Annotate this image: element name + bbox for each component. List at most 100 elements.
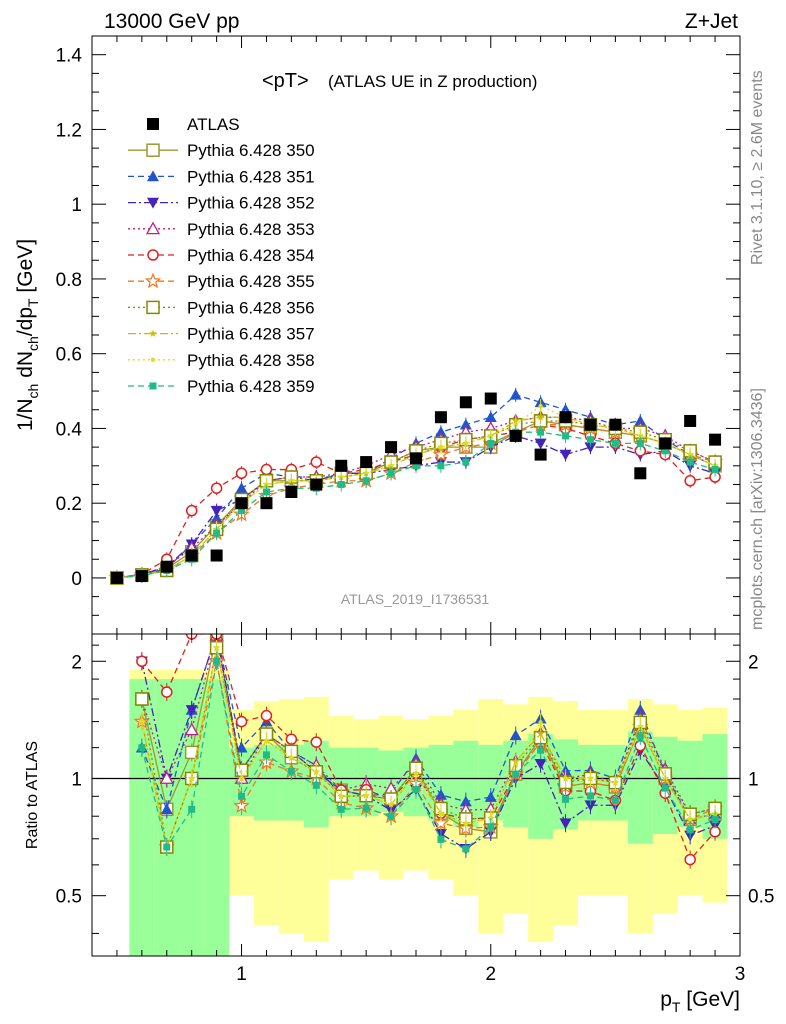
legend-marker xyxy=(147,170,159,182)
ratio-point xyxy=(138,744,146,752)
svg-text:pT [GeV]: pT [GeV] xyxy=(660,988,740,1015)
ratio-point xyxy=(287,767,295,775)
data-point xyxy=(634,467,647,480)
data-point xyxy=(684,414,697,427)
data-point xyxy=(264,482,269,487)
legend: ATLAS Pythia 6.428 350 Pythia 6.428 351 Pyt… xyxy=(128,115,315,396)
data-point xyxy=(362,477,370,485)
legend-marker xyxy=(145,221,161,235)
ratio-point xyxy=(363,793,369,798)
legend-marker xyxy=(150,357,156,362)
ratio-band-green xyxy=(204,679,230,956)
data-point xyxy=(684,475,696,487)
legend-entry: Pythia 6.428 354 xyxy=(128,246,315,265)
ratio-point xyxy=(213,657,221,665)
ratio-point xyxy=(559,818,572,830)
ratio-point xyxy=(412,785,420,793)
main-y-tick-label: 0.8 xyxy=(56,270,82,291)
data-point xyxy=(434,411,447,424)
legend-label: Pythia 6.428 359 xyxy=(187,377,315,396)
ratio-point xyxy=(163,843,171,851)
ratio-point xyxy=(139,719,145,724)
ratio-line xyxy=(141,634,716,820)
ratio-point xyxy=(562,795,570,803)
data-point xyxy=(385,441,398,454)
data-point xyxy=(438,444,444,450)
legend-marker xyxy=(147,118,159,130)
data-point xyxy=(638,433,643,439)
ratio-point xyxy=(512,770,520,778)
legend-label: Pythia 6.428 353 xyxy=(187,220,315,239)
ratio-point xyxy=(536,729,545,737)
legend-label: Pythia 6.428 350 xyxy=(187,141,315,160)
data-point xyxy=(559,411,572,424)
legend-label: Pythia 6.428 358 xyxy=(187,351,315,370)
ratio-point xyxy=(661,784,669,792)
legend-label: Pythia 6.428 352 xyxy=(187,194,315,213)
ratio-point xyxy=(185,705,198,716)
ratio-point xyxy=(388,802,394,807)
ratio-point xyxy=(136,655,148,668)
data-point xyxy=(484,411,497,423)
ratio-point xyxy=(161,686,173,698)
data-point xyxy=(686,458,694,466)
data-point xyxy=(513,422,518,427)
data-point xyxy=(210,482,223,494)
data-point xyxy=(260,497,273,510)
watermark: ATLAS_2019_I1736531 xyxy=(341,591,490,607)
legend-entry: Pythia 6.428 353 xyxy=(128,220,315,239)
legend-marker xyxy=(146,143,160,157)
ratio-point xyxy=(459,795,472,807)
legend-label: Pythia 6.428 351 xyxy=(187,167,315,186)
ratio-line xyxy=(141,661,716,850)
main-y-axis: 0 0.2 0.4 0.6 0.8 1 1.2 1.4 xyxy=(56,46,740,616)
data-point xyxy=(536,413,545,421)
main-x-axis-ticks xyxy=(116,36,741,634)
ratio-point xyxy=(337,805,345,813)
data-point xyxy=(335,459,348,472)
data-point xyxy=(459,418,472,430)
ratio-point xyxy=(159,771,174,784)
ratio-point xyxy=(314,769,319,775)
data-point xyxy=(412,462,420,470)
data-point xyxy=(387,469,395,477)
ratio-point xyxy=(239,776,244,781)
legend-marker xyxy=(147,249,159,261)
ratio-y-tick-label: 0.5 xyxy=(56,887,82,908)
data-point xyxy=(185,549,198,562)
legend-entry: Pythia 6.428 356 xyxy=(128,298,315,317)
header-left-title: 13000 GeV pp xyxy=(104,10,239,33)
ratio-y-label: Ratio to ATLAS xyxy=(24,741,41,849)
ratio-series-layer xyxy=(133,634,724,869)
data-point xyxy=(462,458,470,466)
data-point xyxy=(360,456,373,469)
header-right-title: Z+Jet xyxy=(685,10,738,33)
main-y-tick-label: 1 xyxy=(71,195,82,216)
ratio-point xyxy=(260,709,273,722)
ratio-line xyxy=(141,661,716,850)
ratio-point xyxy=(437,835,445,843)
data-point xyxy=(463,441,469,446)
ratio-point xyxy=(711,816,719,824)
x-tick-label: 3 xyxy=(735,964,746,985)
legend-label: Pythia 6.428 357 xyxy=(187,325,315,344)
ratio-point xyxy=(289,755,294,760)
data-point xyxy=(185,504,198,517)
ratio-point xyxy=(238,792,246,800)
data-point xyxy=(437,462,445,470)
legend-marker xyxy=(146,300,160,315)
data-point xyxy=(213,529,221,537)
main-panel: 0 0.2 0.4 0.6 0.8 1 1.2 1.4 <pT> (ATLAS UE in Z… xyxy=(14,35,741,635)
data-point xyxy=(559,449,572,461)
ratio-point xyxy=(434,788,447,800)
legend-entry: Pythia 6.428 350 xyxy=(128,141,315,160)
ratio-panel: 0.5 0.5 1 1 2 2 1 2 3 Ratio to ATLAS pT [GeV] xyxy=(24,633,774,1015)
ratio-point xyxy=(188,805,196,813)
legend-marker xyxy=(147,197,159,209)
side-text-top: Rivet 3.1.10, ≥ 2.6M events xyxy=(749,70,766,265)
ratio-point xyxy=(584,800,597,812)
data-point xyxy=(584,418,597,431)
main-y-tick-label: 0.6 xyxy=(56,345,82,366)
ratio-y-axis: 0.5 0.5 1 1 2 2 xyxy=(56,644,774,934)
